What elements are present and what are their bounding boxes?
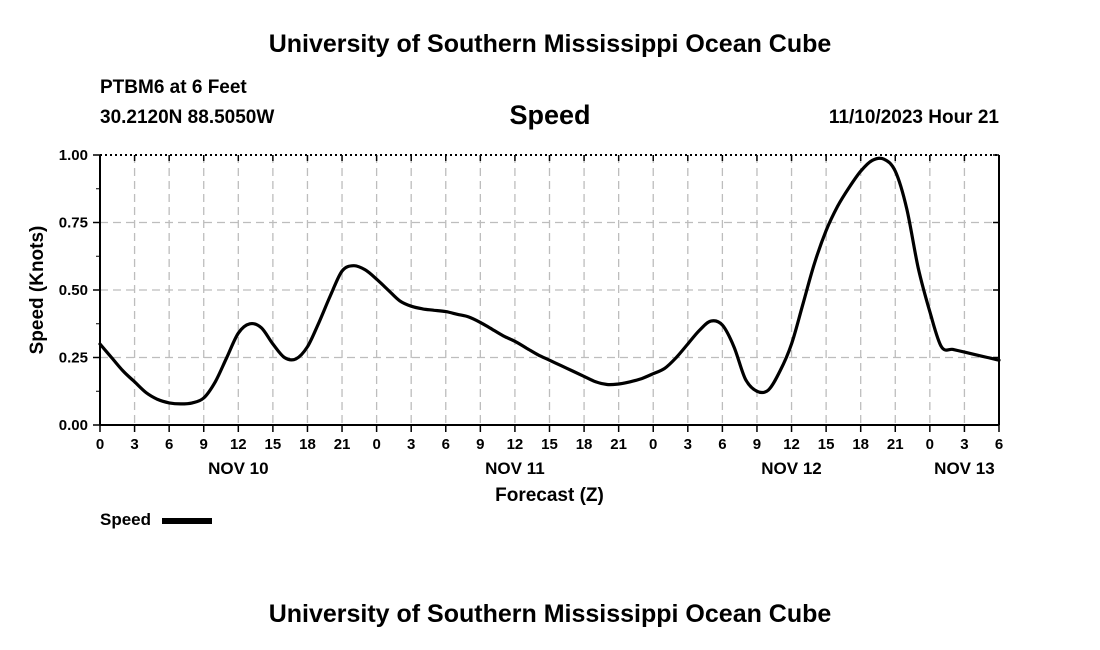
x-tick-label: 15 xyxy=(265,436,282,453)
x-tick-label: 18 xyxy=(299,436,316,453)
x-tick-label: 12 xyxy=(507,436,524,453)
x-tick-label: 0 xyxy=(649,436,657,453)
x-tick-label: 21 xyxy=(610,436,627,453)
label-layer: 0 3 6 9 12 15 18 21 0 3 6 9 12 15 18 21 0 3 6 9 12 15 18 21 0 3 6 0… xyxy=(27,147,1003,506)
x-tick-label: 6 xyxy=(718,436,726,453)
x-tick-label: 21 xyxy=(887,436,904,453)
legend-swatch xyxy=(162,518,212,524)
grid-layer xyxy=(100,155,999,425)
station-coordinates: 30.2120N 88.5050W xyxy=(100,107,275,128)
date-label: NOV 13 xyxy=(934,459,994,478)
y-tick-label: 0.25 xyxy=(59,350,88,367)
x-tick-label: 3 xyxy=(407,436,415,453)
x-tick-label: 3 xyxy=(684,436,692,453)
x-tick-label: 6 xyxy=(442,436,450,453)
y-tick-label: 0.50 xyxy=(59,282,88,299)
y-axis-label: Speed (Knots) xyxy=(27,226,48,355)
x-tick-label: 6 xyxy=(995,436,1003,453)
page-title: University of Southern Mississippi Ocean… xyxy=(268,30,832,58)
forecast-timestamp: 11/10/2023 Hour 21 xyxy=(828,107,999,128)
x-tick-label: 21 xyxy=(334,436,351,453)
x-tick-label: 3 xyxy=(960,436,968,453)
x-tick-label: 9 xyxy=(753,436,761,453)
x-tick-label: 3 xyxy=(130,436,138,453)
axis-layer xyxy=(93,154,1000,432)
date-label: NOV 12 xyxy=(761,459,821,478)
date-label: NOV 10 xyxy=(208,459,268,478)
speed-series-line xyxy=(98,156,1001,406)
footer-title: University of Southern Mississippi Ocean… xyxy=(268,600,832,628)
series-layer xyxy=(98,156,1001,406)
date-label: NOV 11 xyxy=(485,459,545,478)
y-tick-label: 0.75 xyxy=(59,215,88,232)
x-tick-label: 0 xyxy=(926,436,934,453)
x-tick-label: 0 xyxy=(96,436,104,453)
station-name: PTBM6 at 6 Feet xyxy=(100,77,247,98)
plot-title: Speed xyxy=(509,100,591,130)
legend-label: Speed xyxy=(100,510,152,529)
x-tick-label: 18 xyxy=(576,436,593,453)
x-tick-label: 9 xyxy=(200,436,208,453)
y-tick-label: 0.00 xyxy=(59,417,88,434)
x-tick-label: 9 xyxy=(476,436,484,453)
x-tick-label: 18 xyxy=(852,436,869,453)
x-axis-label: Forecast (Z) xyxy=(495,485,604,506)
x-tick-label: 15 xyxy=(541,436,558,453)
x-tick-label: 0 xyxy=(372,436,380,453)
y-tick-label: 1.00 xyxy=(59,147,88,164)
x-tick-label: 6 xyxy=(165,436,173,453)
x-tick-label: 12 xyxy=(230,436,247,453)
x-tick-label: 15 xyxy=(818,436,835,453)
x-tick-label: 12 xyxy=(783,436,800,453)
